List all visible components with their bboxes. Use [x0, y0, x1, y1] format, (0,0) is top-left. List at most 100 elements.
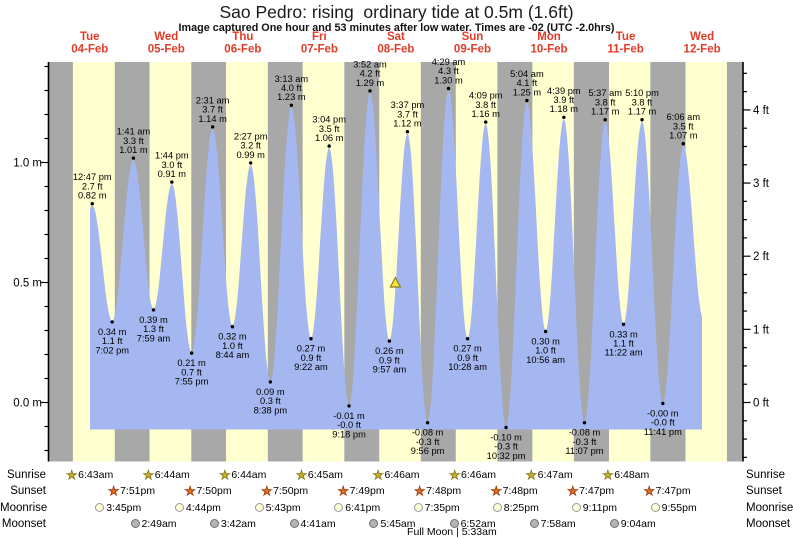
tide-extreme-dot: [309, 337, 313, 341]
full-moon-label: Full Moon | 5:33am: [407, 526, 497, 538]
tide-extreme-dot: [661, 401, 665, 406]
tide-extreme-label: 0.33 m 1.1 ft 11:22 am: [604, 329, 642, 357]
tide-extreme-label: 0.27 m 0.9 ft 10:28 am: [448, 344, 487, 372]
tide-extreme-label: 1:44 pm 3.0 ft 0.91 m: [155, 151, 189, 179]
sunrise-star-icon: ★: [143, 468, 155, 482]
y-axis-label-right: 1 ft: [753, 324, 770, 336]
tide-extreme-label: 0.39 m 1.3 ft 7:59 am: [137, 315, 171, 343]
moonrise-time: 9:55pm: [661, 501, 697, 514]
tide-extreme-label: 0.34 m 1.1 ft 7:02 pm: [95, 327, 129, 355]
tide-extreme-dot: [446, 86, 451, 91]
moonset-entry: 9:04am: [609, 517, 656, 531]
sunset-star-icon: ★: [643, 484, 655, 499]
date-label-date: 12-Feb: [684, 44, 721, 56]
moonrise-time: 3:45pm: [106, 501, 142, 514]
moonrise-entry: 8:25pm: [492, 501, 539, 515]
moonset-moon-icon: [609, 519, 619, 529]
y-axis-label-left: 0.0 m: [13, 398, 42, 410]
sunset-time: 7:47pm: [579, 485, 615, 498]
moonset-time: 5:45am: [380, 517, 416, 530]
moonrise-entry: 5:43pm: [254, 501, 301, 515]
sunrise-entry: ★ 6:45am: [296, 468, 343, 482]
tide-curve: [90, 90, 702, 430]
sunset-star-icon: ★: [184, 484, 196, 499]
tide-extreme-label: 0.30 m 1.0 ft 10:56 am: [526, 337, 565, 365]
tide-extreme-label: 5:04 am 4.1 ft 1.25 m: [510, 69, 544, 97]
tide-extreme-dot: [425, 421, 430, 425]
sunrise-entry: ★ 6:46am: [372, 468, 420, 482]
sunset-star-icon: ★: [337, 484, 349, 499]
sunset-row-label-left: Sunset: [10, 485, 46, 498]
tide-extreme-label: 4:09 pm 3.8 ft 1.16 m: [469, 91, 503, 119]
tide-extreme-label: 2:31 am 3.7 ft 1.14 m: [196, 95, 230, 123]
tide-extreme-dot: [603, 118, 607, 122]
moonrise-time: 4:44pm: [185, 501, 221, 514]
y-axis-label-left: 1.0 m: [13, 158, 42, 170]
moonset-entry: 3:42am: [209, 517, 256, 531]
moonset-time: 3:42am: [220, 517, 256, 530]
tide-extreme-dot: [504, 425, 508, 430]
tide-extreme-dot: [525, 98, 529, 103]
sunrise-row-label-right: Sunrise: [746, 469, 785, 481]
sunrise-time: 6:48am: [614, 469, 650, 481]
date-label-dow: Wed: [154, 31, 178, 43]
tide-extreme-dot: [347, 404, 351, 408]
moonset-moon-icon: [529, 519, 539, 529]
sunset-entry: ★ 7:50pm: [261, 484, 308, 498]
tide-extreme-label: 0.32 m 1.0 ft 8:44 am: [216, 332, 250, 360]
moonrise-moon-icon: [95, 503, 105, 513]
moonset-row-label-right: Moonset: [746, 517, 791, 530]
sunrise-entry: ★ 6:46am: [449, 468, 496, 482]
sunset-star-icon: ★: [414, 484, 426, 499]
sunrise-entry: ★ 6:47am: [525, 468, 572, 482]
tide-extreme-dot: [230, 325, 235, 329]
moonrise-moon-icon: [174, 503, 184, 513]
y-axis-label-right: 2 ft: [753, 251, 770, 263]
moonrise-entry: 6:41pm: [334, 501, 380, 515]
sunrise-entry: ★ 6:44am: [219, 468, 266, 482]
tide-extreme-label: 3:52 am 4.2 ft 1.29 m: [353, 59, 387, 87]
moonrise-moon-icon: [492, 503, 502, 513]
tide-extreme-label: 6:06 am 3.5 ft 1.07 m: [666, 112, 700, 140]
y-axis-label-right: 4 ft: [753, 105, 770, 117]
moonset-entry: 2:49am: [130, 517, 177, 531]
moonrise-time: 6:41pm: [345, 501, 381, 514]
moonset-moon-icon: [289, 519, 299, 529]
sunset-row-label-right: Sunset: [746, 485, 782, 498]
date-label-dow: Wed: [690, 31, 714, 43]
moonrise-moon-icon: [413, 503, 423, 513]
date-label-dow: Thu: [232, 31, 253, 43]
moonset-time: 7:58am: [540, 517, 576, 530]
y-axis-label-right: 0 ft: [753, 398, 770, 410]
moonrise-moon-icon: [571, 503, 581, 513]
tide-extreme-label: -0.10 m -0.3 ft 10:32 pm: [487, 433, 526, 461]
moonset-moon-icon: [130, 519, 140, 529]
date-label-dow: Sat: [387, 31, 405, 43]
date-label-date: 04-Feb: [71, 44, 108, 56]
sunset-entry: ★ 7:47pm: [643, 484, 691, 499]
sunrise-star-icon: ★: [449, 468, 461, 482]
moonset-moon-icon: [209, 519, 219, 529]
tide-extreme-label: 0.09 m 0.3 ft 8:38 pm: [254, 387, 288, 415]
sunrise-entry: ★ 6:44am: [143, 468, 190, 482]
tide-extreme-label: 12:47 pm 2.7 ft 0.82 m: [73, 172, 112, 200]
moonrise-time: 7:35pm: [424, 501, 460, 514]
date-label-date: 05-Feb: [148, 44, 185, 56]
tide-extreme-dot: [562, 115, 566, 120]
sunset-time: 7:47pm: [655, 485, 691, 498]
moonrise-time: 5:43pm: [265, 501, 301, 514]
sunset-time: 7:50pm: [196, 485, 232, 498]
sunrise-star-icon: ★: [219, 468, 231, 482]
tide-extreme-dot: [189, 351, 194, 355]
moonset-time: 4:41am: [300, 517, 336, 530]
moonrise-entry: 9:55pm: [650, 501, 697, 515]
y-axis-label-right: 3 ft: [753, 178, 770, 190]
tide-extreme-label: -0.01 m -0.0 ft 9:18 pm: [332, 411, 366, 439]
moonrise-entry: 3:45pm: [95, 501, 141, 515]
tide-extreme-label: 1:41 am 3.3 ft 1.01 m: [117, 127, 151, 155]
date-label-dow: Fri: [312, 31, 327, 43]
sunrise-time: 6:46am: [384, 469, 420, 481]
moonrise-moon-icon: [650, 503, 660, 513]
sunset-entry: ★ 7:48pm: [414, 484, 461, 498]
